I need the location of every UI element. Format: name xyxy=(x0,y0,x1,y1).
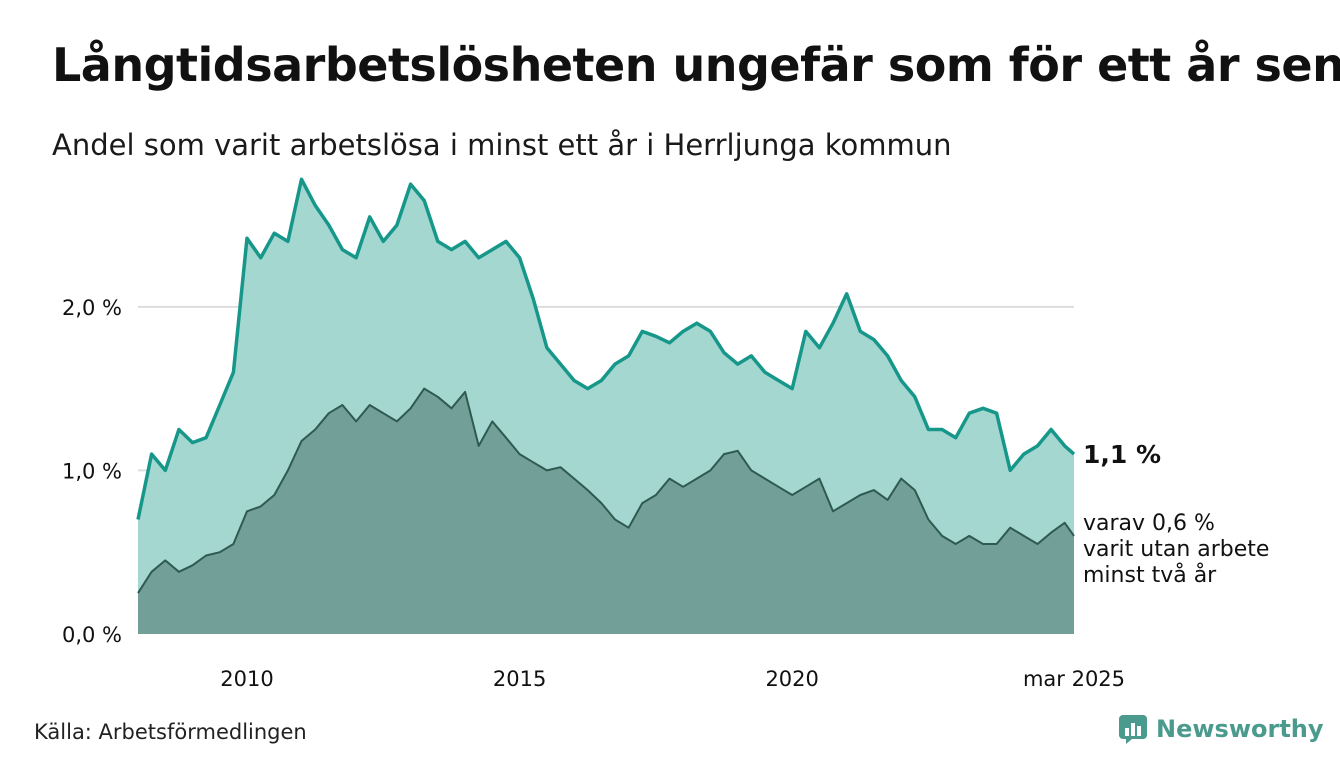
x-tick-label: 2010 xyxy=(220,667,273,691)
chart-title: Långtidsarbetslösheten ungefär som för e… xyxy=(52,38,1340,92)
chart-subtitle: Andel som varit arbetslösa i minst ett å… xyxy=(52,128,952,162)
x-tick-label: 2020 xyxy=(765,667,818,691)
newsworthy-logo-icon xyxy=(1119,715,1147,744)
y-tick-label: 2,0 % xyxy=(62,296,122,320)
series-2-end-label: varit utan arbete xyxy=(1083,537,1269,562)
series-1-end-label: 1,1 % xyxy=(1083,440,1161,469)
y-tick-label: 0,0 % xyxy=(62,623,122,647)
brand-logo: Newsworthy xyxy=(1118,714,1324,744)
series-line-1 xyxy=(136,177,1076,520)
x-tick-label: 2015 xyxy=(493,667,546,691)
brand-name: Newsworthy xyxy=(1156,715,1324,743)
series-2-end-label: minst två år xyxy=(1083,562,1217,588)
x-tick-label: mar 2025 xyxy=(1023,667,1125,691)
series-2-end-label: varav 0,6 % xyxy=(1083,511,1215,536)
y-tick-label: 1,0 % xyxy=(62,459,122,483)
series-line-2 xyxy=(137,387,1075,594)
source-note: Källa: Arbetsförmedlingen xyxy=(34,720,307,744)
series-area-2 xyxy=(138,388,1074,634)
